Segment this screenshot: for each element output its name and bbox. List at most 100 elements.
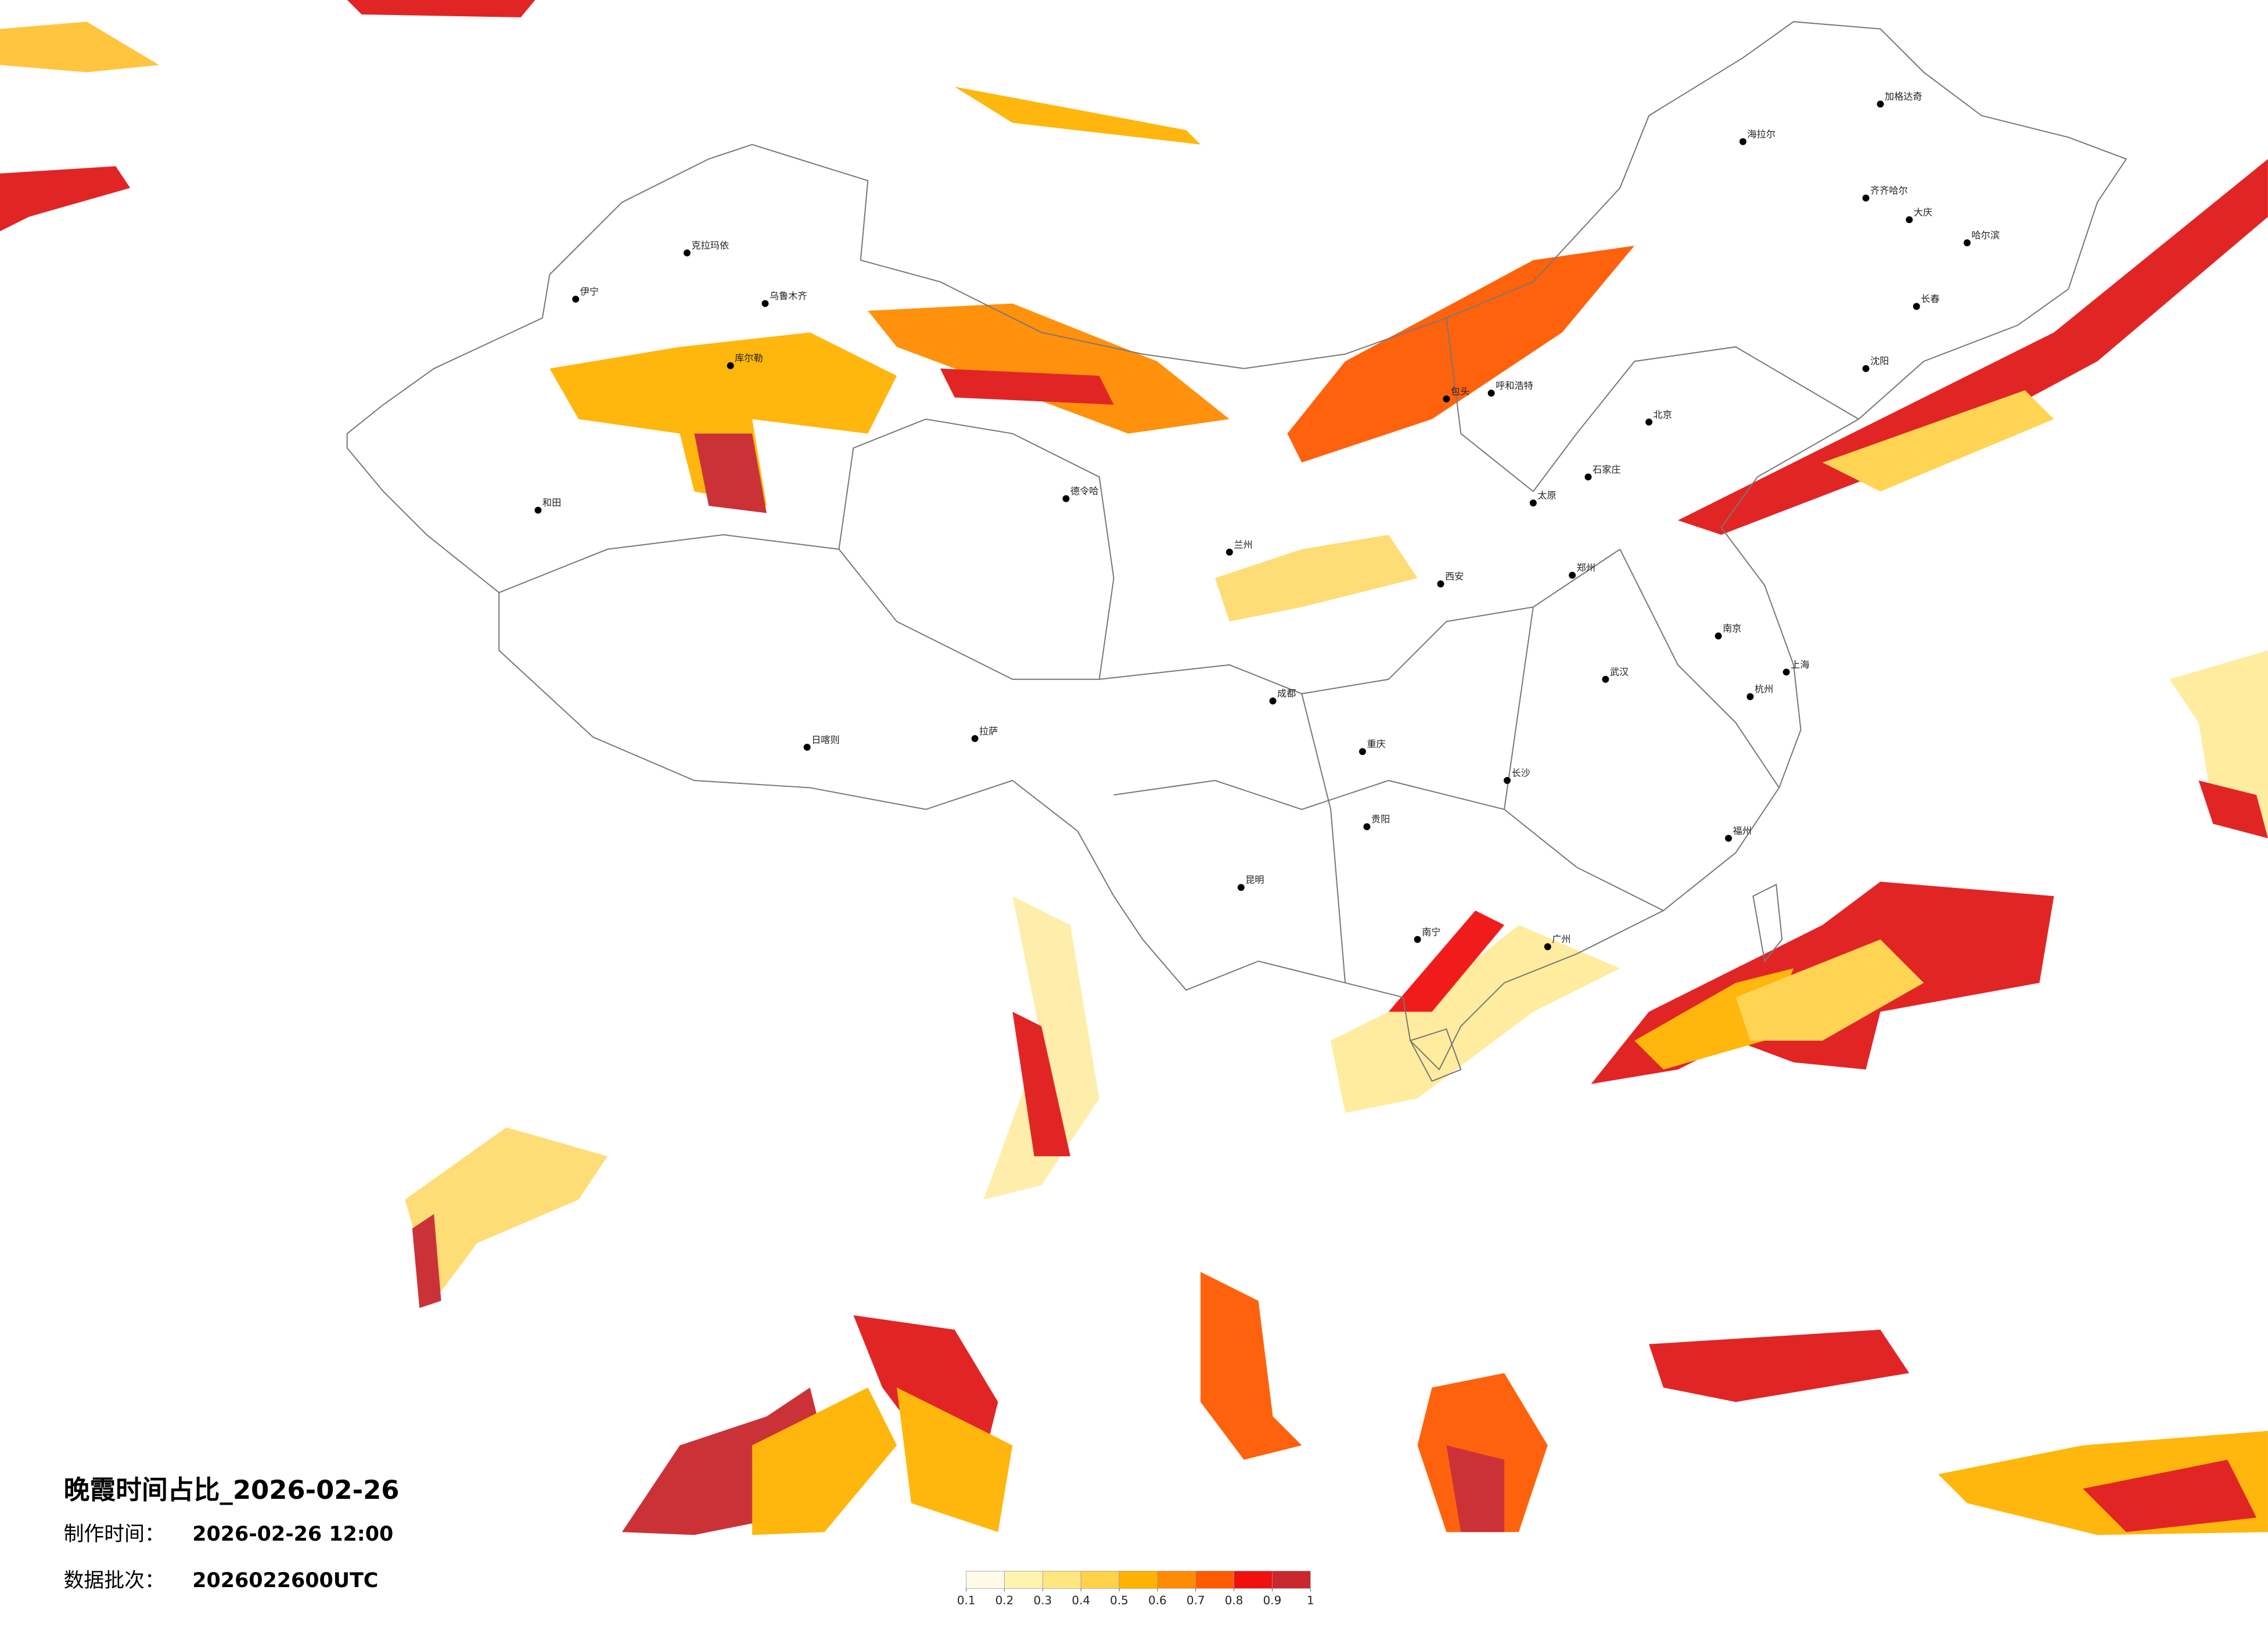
city-dot <box>1504 777 1511 784</box>
city-dot <box>534 506 542 514</box>
city-label: 成都 <box>1277 688 1296 699</box>
colorbar-tick-label: 0.3 <box>1033 1594 1052 1607</box>
city-dot <box>1746 693 1754 700</box>
colorbar-tick-label: 0.4 <box>1072 1594 1090 1607</box>
city-dot <box>1437 580 1444 588</box>
city-label: 长春 <box>1921 293 1939 304</box>
city-label: 石家庄 <box>1593 464 1621 475</box>
city-label: 福州 <box>1733 825 1752 836</box>
city-label: 库尔勒 <box>735 352 763 364</box>
city-dot <box>1584 473 1592 481</box>
city-dot <box>1602 675 1609 683</box>
colorbar-swatch <box>1195 1571 1234 1589</box>
city-label: 加格达奇 <box>1885 91 1922 102</box>
city-dot <box>1739 138 1746 145</box>
city-dot <box>803 743 811 751</box>
city-dot <box>683 249 691 257</box>
city-label: 日喀则 <box>811 734 840 745</box>
city-dot <box>1443 395 1450 402</box>
city-label: 武汉 <box>1610 666 1629 677</box>
city-label: 北京 <box>1654 409 1672 420</box>
city-label: 重庆 <box>1367 739 1385 750</box>
colorbar-tick-label: 0.9 <box>1263 1594 1282 1607</box>
colorbar-swatch <box>1234 1571 1273 1589</box>
city-dot <box>1715 632 1722 640</box>
city-label: 上海 <box>1791 659 1809 670</box>
city-label: 包头 <box>1451 386 1469 397</box>
city-dot <box>1862 365 1870 372</box>
city-dot <box>1544 943 1551 951</box>
city-label: 西安 <box>1445 571 1464 582</box>
colorbar-swatch <box>1157 1571 1196 1589</box>
borders <box>346 21 2127 1082</box>
colorbar-tick-label: 0.5 <box>1110 1594 1128 1607</box>
city-dot <box>1906 216 1913 224</box>
city-label: 和田 <box>542 497 561 508</box>
colorbar-swatch <box>1080 1571 1120 1589</box>
city-label: 克拉玛依 <box>691 240 729 251</box>
city-label: 齐齐哈尔 <box>1870 185 1908 196</box>
city-label: 海拉尔 <box>1747 128 1775 139</box>
city-label: 杭州 <box>1755 684 1773 695</box>
city-dot <box>1237 884 1245 891</box>
colorbar-tick-label: 1 <box>1307 1594 1314 1607</box>
city-label: 昆明 <box>1245 875 1264 886</box>
city-dot <box>1414 936 1421 943</box>
city-label: 南京 <box>1723 623 1741 634</box>
city-dot <box>1359 748 1366 756</box>
city-label: 乌鲁木齐 <box>770 290 807 301</box>
city-dot <box>1529 499 1537 507</box>
city-dot <box>1225 548 1233 556</box>
city-label: 沈阳 <box>1870 355 1889 366</box>
colorbar-swatch <box>966 1571 1005 1589</box>
colorbar: 0.1 0.2 0.3 0.4 0.5 0.6 0.7 0.8 0.9 1 <box>957 1571 1314 1607</box>
city-label: 长沙 <box>1512 768 1530 779</box>
city-label: 兰州 <box>1234 539 1252 550</box>
info-label: 制作时间： <box>64 1523 165 1546</box>
city-dot <box>1877 100 1884 108</box>
city-label: 哈尔滨 <box>1971 230 2000 241</box>
city-label: 郑州 <box>1577 562 1595 573</box>
city-label: 贵阳 <box>1371 814 1390 825</box>
city-dot <box>1862 195 1870 202</box>
city-label: 呼和浩特 <box>1496 380 1533 391</box>
city-dot <box>1269 697 1277 705</box>
colorbar-tick-label: 0.8 <box>1225 1594 1243 1607</box>
city-dot <box>572 296 580 303</box>
city-label: 大庆 <box>1914 207 1932 218</box>
colorbar-tick-label: 0.1 <box>957 1594 976 1607</box>
city-label: 广州 <box>1552 934 1570 945</box>
info-value: 2026022600UTC <box>192 1569 378 1592</box>
map-title: 晚霞时间占比_2026-02-26 <box>64 1474 400 1505</box>
city-label: 南宁 <box>1422 926 1440 937</box>
colorbar-swatch <box>1042 1571 1081 1589</box>
city-dot <box>1913 303 1920 310</box>
city-label: 德令哈 <box>1070 485 1099 497</box>
city-dot <box>1964 239 1971 247</box>
city-dot <box>1487 390 1495 397</box>
colorbar-tick-label: 0.7 <box>1187 1594 1205 1607</box>
city-dot <box>971 735 979 742</box>
city-label: 太原 <box>1537 490 1556 501</box>
city-dot <box>727 362 734 369</box>
city-dot <box>1782 668 1790 676</box>
city-label: 拉萨 <box>979 725 998 736</box>
city-dot <box>1725 834 1733 842</box>
colorbar-tick-label: 0.2 <box>995 1594 1014 1607</box>
city-dot <box>1569 571 1576 579</box>
colorbar-swatch <box>1004 1571 1043 1589</box>
info-label: 数据批次： <box>64 1569 165 1592</box>
colorbar-swatch <box>1272 1571 1311 1589</box>
heat-overlay <box>0 0 2268 1535</box>
city-dot <box>1645 418 1653 426</box>
colorbar-tick-label: 0.6 <box>1148 1594 1167 1607</box>
info-value: 2026-02-26 12:00 <box>192 1523 393 1546</box>
city-label: 伊宁 <box>580 286 599 297</box>
city-dot <box>761 300 769 307</box>
city-dot <box>1363 823 1371 830</box>
colorbar-swatch <box>1119 1571 1158 1589</box>
city-dot <box>1062 495 1070 502</box>
